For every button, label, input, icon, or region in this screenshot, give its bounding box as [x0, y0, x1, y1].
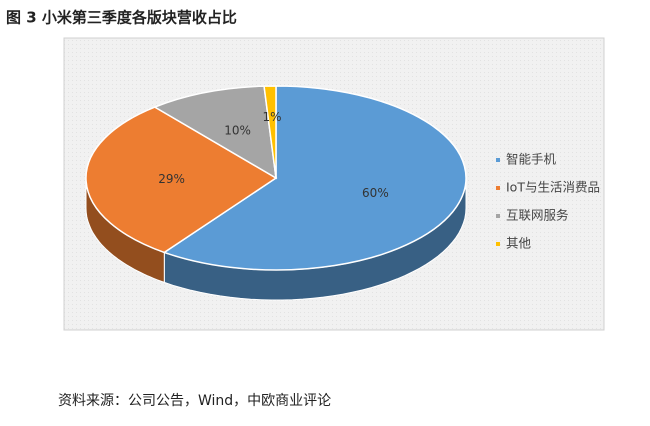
data-label: 10% — [224, 123, 251, 137]
legend-label: 其他 — [506, 236, 532, 251]
legend-swatch — [496, 242, 500, 246]
source-note: 资料来源：公司公告，Wind，中欧商业评论 — [58, 393, 331, 409]
chart-title: 图 3 小米第三季度各版块营收占比 — [6, 9, 237, 27]
legend-swatch — [496, 214, 500, 218]
pie-slice — [85, 106, 278, 254]
legend-swatch — [496, 158, 500, 162]
pie-slice — [162, 85, 467, 271]
data-label: 60% — [362, 186, 389, 200]
pie-slice — [153, 85, 277, 180]
legend-label: IoT与生活消费品 — [506, 180, 600, 195]
legend-label: 互联网服务 — [506, 208, 569, 223]
legend-swatch — [496, 186, 500, 190]
data-label: 1% — [263, 110, 282, 124]
pie: 60% 29% 10% 1% — [85, 85, 467, 301]
data-label: 29% — [158, 172, 185, 186]
pie-slice — [263, 85, 277, 179]
legend-label: 智能手机 — [506, 152, 557, 167]
